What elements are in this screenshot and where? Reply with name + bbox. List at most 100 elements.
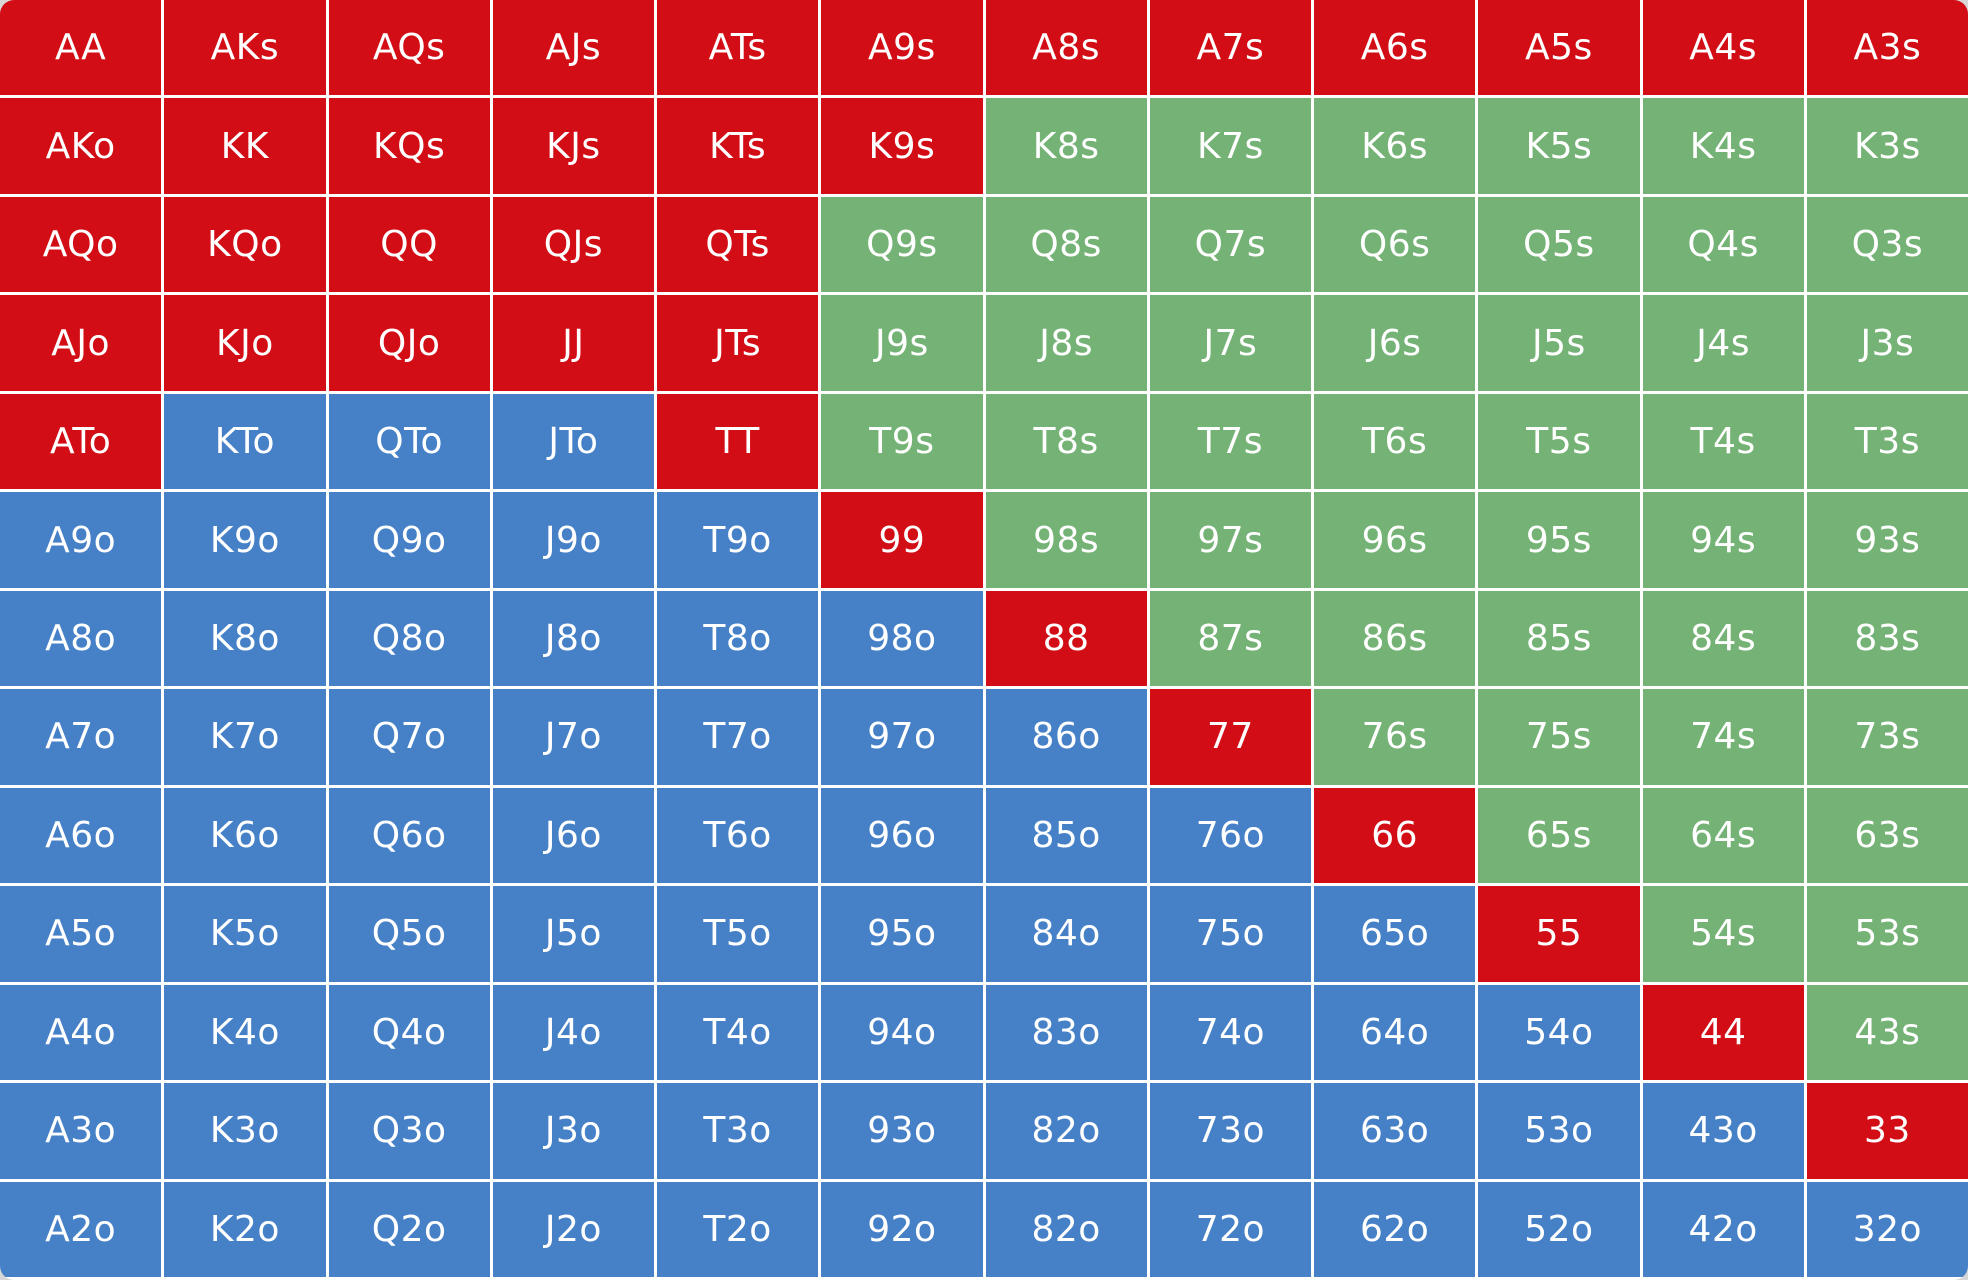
cell-TT[interactable]: TT: [657, 393, 819, 490]
cell-KJs[interactable]: KJs: [492, 98, 654, 194]
cell-42o[interactable]: 42o: [1642, 1181, 1804, 1277]
cell-64s[interactable]: 64s: [1642, 787, 1804, 884]
cell-T6o[interactable]: T6o: [657, 787, 819, 884]
cell-J4s[interactable]: J4s: [1642, 295, 1804, 391]
cell-Q5s[interactable]: Q5s: [1478, 196, 1640, 293]
cell-Q9s[interactable]: Q9s: [821, 196, 983, 293]
cell-K7s[interactable]: K7s: [1149, 98, 1311, 194]
cell-82o[interactable]: 82o: [985, 1181, 1147, 1277]
cell-73o[interactable]: 73o: [1149, 1083, 1311, 1179]
cell-JTo[interactable]: JTo: [492, 393, 654, 490]
cell-T9o[interactable]: T9o: [657, 492, 819, 588]
cell-QTs[interactable]: QTs: [657, 196, 819, 293]
cell-K8o[interactable]: K8o: [164, 590, 326, 687]
cell-77[interactable]: 77: [1149, 689, 1311, 785]
cell-87s[interactable]: 87s: [1149, 590, 1311, 687]
cell-T2o[interactable]: T2o: [657, 1181, 819, 1277]
cell-AJo[interactable]: AJo: [0, 295, 162, 391]
cell-JTs[interactable]: JTs: [657, 295, 819, 391]
cell-ATo[interactable]: ATo: [0, 393, 162, 490]
cell-J6o[interactable]: J6o: [492, 787, 654, 884]
cell-A4o[interactable]: A4o: [0, 984, 162, 1081]
cell-85o[interactable]: 85o: [985, 787, 1147, 884]
cell-97o[interactable]: 97o: [821, 689, 983, 785]
cell-Q6o[interactable]: Q6o: [328, 787, 490, 884]
cell-92o[interactable]: 92o: [821, 1181, 983, 1277]
cell-J7s[interactable]: J7s: [1149, 295, 1311, 391]
cell-A5s[interactable]: A5s: [1478, 0, 1640, 96]
cell-93o[interactable]: 93o: [821, 1083, 983, 1179]
cell-63o[interactable]: 63o: [1314, 1083, 1476, 1179]
cell-96s[interactable]: 96s: [1314, 492, 1476, 588]
cell-Q2o[interactable]: Q2o: [328, 1181, 490, 1277]
cell-A6o[interactable]: A6o: [0, 787, 162, 884]
cell-55[interactable]: 55: [1478, 886, 1640, 982]
cell-94s[interactable]: 94s: [1642, 492, 1804, 588]
cell-AKs[interactable]: AKs: [164, 0, 326, 96]
cell-A3s[interactable]: A3s: [1806, 0, 1968, 96]
cell-K5o[interactable]: K5o: [164, 886, 326, 982]
cell-54s[interactable]: 54s: [1642, 886, 1804, 982]
cell-T8o[interactable]: T8o: [657, 590, 819, 687]
cell-82o[interactable]: 82o: [985, 1083, 1147, 1179]
cell-KTs[interactable]: KTs: [657, 98, 819, 194]
cell-KQs[interactable]: KQs: [328, 98, 490, 194]
cell-KK[interactable]: KK: [164, 98, 326, 194]
cell-KJo[interactable]: KJo: [164, 295, 326, 391]
cell-T9s[interactable]: T9s: [821, 393, 983, 490]
cell-K8s[interactable]: K8s: [985, 98, 1147, 194]
cell-Q7o[interactable]: Q7o: [328, 689, 490, 785]
cell-K7o[interactable]: K7o: [164, 689, 326, 785]
cell-32o[interactable]: 32o: [1806, 1181, 1968, 1277]
cell-74o[interactable]: 74o: [1149, 984, 1311, 1081]
cell-65s[interactable]: 65s: [1478, 787, 1640, 884]
cell-J3o[interactable]: J3o: [492, 1083, 654, 1179]
cell-AJs[interactable]: AJs: [492, 0, 654, 96]
cell-63s[interactable]: 63s: [1806, 787, 1968, 884]
cell-86o[interactable]: 86o: [985, 689, 1147, 785]
cell-AKo[interactable]: AKo: [0, 98, 162, 194]
cell-43s[interactable]: 43s: [1806, 984, 1968, 1081]
cell-76s[interactable]: 76s: [1314, 689, 1476, 785]
cell-54o[interactable]: 54o: [1478, 984, 1640, 1081]
cell-J8s[interactable]: J8s: [985, 295, 1147, 391]
cell-J8o[interactable]: J8o: [492, 590, 654, 687]
cell-T5o[interactable]: T5o: [657, 886, 819, 982]
cell-K9o[interactable]: K9o: [164, 492, 326, 588]
cell-A7s[interactable]: A7s: [1149, 0, 1311, 96]
cell-K5s[interactable]: K5s: [1478, 98, 1640, 194]
cell-86s[interactable]: 86s: [1314, 590, 1476, 687]
cell-64o[interactable]: 64o: [1314, 984, 1476, 1081]
cell-95s[interactable]: 95s: [1478, 492, 1640, 588]
cell-T3s[interactable]: T3s: [1806, 393, 1968, 490]
cell-J4o[interactable]: J4o: [492, 984, 654, 1081]
cell-KQo[interactable]: KQo: [164, 196, 326, 293]
cell-T6s[interactable]: T6s: [1314, 393, 1476, 490]
cell-QTo[interactable]: QTo: [328, 393, 490, 490]
cell-ATs[interactable]: ATs: [657, 0, 819, 96]
cell-93s[interactable]: 93s: [1806, 492, 1968, 588]
cell-A8o[interactable]: A8o: [0, 590, 162, 687]
cell-K9s[interactable]: K9s: [821, 98, 983, 194]
cell-K4s[interactable]: K4s: [1642, 98, 1804, 194]
cell-J7o[interactable]: J7o: [492, 689, 654, 785]
cell-A8s[interactable]: A8s: [985, 0, 1147, 96]
cell-T7o[interactable]: T7o: [657, 689, 819, 785]
cell-K4o[interactable]: K4o: [164, 984, 326, 1081]
cell-T3o[interactable]: T3o: [657, 1083, 819, 1179]
cell-A6s[interactable]: A6s: [1314, 0, 1476, 96]
cell-Q8s[interactable]: Q8s: [985, 196, 1147, 293]
cell-K2o[interactable]: K2o: [164, 1181, 326, 1277]
cell-J5s[interactable]: J5s: [1478, 295, 1640, 391]
cell-QQ[interactable]: QQ: [328, 196, 490, 293]
cell-J3s[interactable]: J3s: [1806, 295, 1968, 391]
cell-A9o[interactable]: A9o: [0, 492, 162, 588]
cell-97s[interactable]: 97s: [1149, 492, 1311, 588]
cell-83o[interactable]: 83o: [985, 984, 1147, 1081]
cell-76o[interactable]: 76o: [1149, 787, 1311, 884]
cell-T4o[interactable]: T4o: [657, 984, 819, 1081]
cell-84s[interactable]: 84s: [1642, 590, 1804, 687]
cell-Q4o[interactable]: Q4o: [328, 984, 490, 1081]
cell-73s[interactable]: 73s: [1806, 689, 1968, 785]
cell-AQs[interactable]: AQs: [328, 0, 490, 96]
